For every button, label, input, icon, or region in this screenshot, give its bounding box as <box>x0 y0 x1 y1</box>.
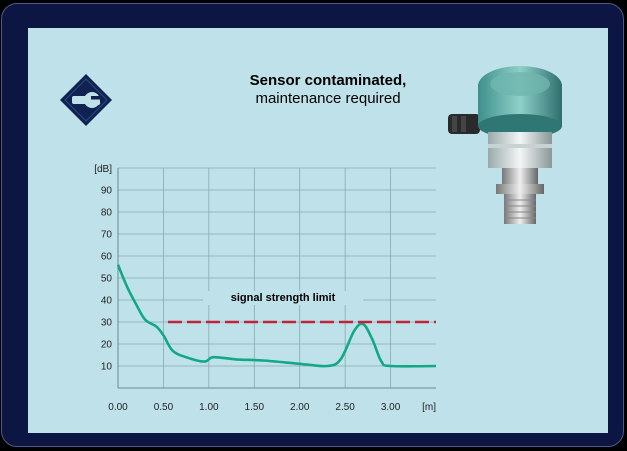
content-panel: Sensor contaminated, maintenance require… <box>28 28 608 433</box>
status-title: Sensor contaminated, <box>249 72 407 89</box>
x-tick-label: 0.00 <box>108 402 128 413</box>
x-tick-label: 2.50 <box>335 402 355 413</box>
x-axis-label: [m] <box>422 402 436 413</box>
signal-curve <box>116 264 437 368</box>
y-tick-label: 60 <box>101 252 113 263</box>
maintenance-wrench-icon <box>58 72 114 128</box>
device-frame: Sensor contaminated, maintenance require… <box>1 3 624 447</box>
signal-strength-limit-label: signal strength limit <box>203 291 363 305</box>
y-tick-label: 70 <box>101 230 113 241</box>
x-tick-label: 1.00 <box>199 402 219 413</box>
y-tick-label: 20 <box>101 340 113 351</box>
y-tick-label: 40 <box>101 296 113 307</box>
radar-level-sensor-image <box>442 54 572 229</box>
y-tick-label: 80 <box>101 208 113 219</box>
x-tick-label: 1.50 <box>245 402 265 413</box>
y-tick-label: 50 <box>101 274 113 285</box>
y-tick-label: 30 <box>101 318 113 329</box>
status-subtitle: maintenance required <box>255 90 401 107</box>
x-tick-label: 0.50 <box>154 402 174 413</box>
y-tick-label: 90 <box>101 186 113 197</box>
x-tick-label: 2.00 <box>290 402 310 413</box>
y-axis-label: [dB] <box>94 164 112 175</box>
status-message: Sensor contaminated, maintenance require… <box>218 72 438 108</box>
signal-chart: 10 20 30 40 50 60 70 80 90 [dB] 0.00 0.50 1.00 1.50 2.… <box>94 164 437 413</box>
x-tick-label: 3.00 <box>381 402 401 413</box>
y-tick-label: 10 <box>101 362 113 373</box>
